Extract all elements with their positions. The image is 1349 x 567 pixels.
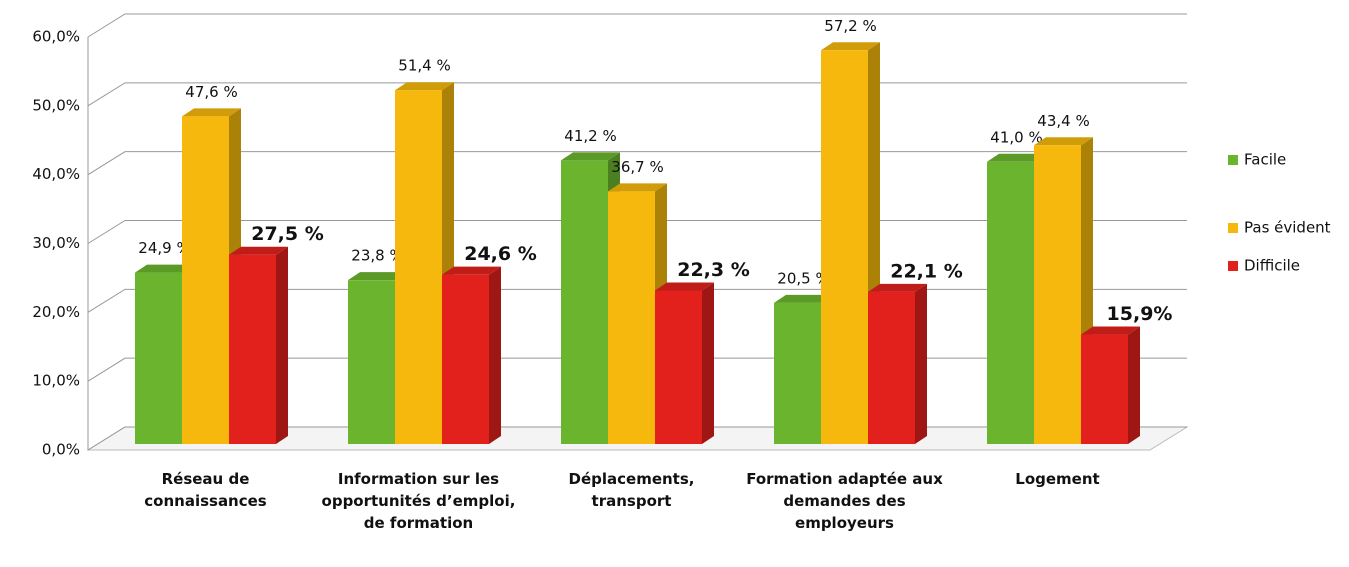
value-label: 23,8 % [351,247,403,265]
bar-top [182,108,241,117]
bar [229,254,276,444]
value-label: 20,5 % [777,269,829,287]
bar-top [442,266,501,275]
y-tick-label: 40,0% [32,165,80,183]
value-label: 22,3 % [677,259,750,281]
bar [1081,334,1128,444]
grid-line [87,13,1187,38]
bar-side [915,283,927,444]
legend-swatch [1228,223,1238,233]
bar [182,116,229,444]
value-label: 47,6 % [185,83,237,101]
x-tick-label: Logement [1015,470,1100,488]
bar-top [229,246,288,255]
bar-top [987,153,1046,162]
bar-side [1128,326,1140,444]
bar [561,160,608,444]
bar [395,90,442,445]
bar-top [1081,326,1140,335]
x-tick-label: Déplacements, transport [568,470,695,510]
bar-side [489,266,501,444]
bar [655,290,702,444]
bar [442,274,489,444]
grid-line [87,82,1187,107]
bar-top [774,294,833,303]
value-label: 51,4 % [398,57,450,75]
bar-top [655,282,714,291]
x-tick-label: Réseau de connaissances [144,470,267,510]
value-label: 15,9% [1107,303,1173,325]
y-tick-label: 60,0% [32,28,80,46]
value-label: 27,5 % [251,223,324,245]
legend-label: Difficile [1244,257,1300,275]
bar [821,50,868,444]
bar [1034,145,1081,444]
value-label: 36,7 % [611,158,663,176]
bar-top [135,264,194,273]
bar-top [1034,137,1093,146]
bar-top [348,272,407,281]
value-label: 24,6 % [464,243,537,265]
legend-label: Facile [1244,151,1286,169]
bar-top [608,183,667,192]
bar-top [395,82,454,91]
bar-side [276,246,288,444]
value-label: 43,4 % [1037,112,1089,130]
bar [348,280,395,444]
value-label: 57,2 % [824,17,876,35]
bar-side [702,282,714,444]
x-tick-label: Information sur les opportunités d’emplo… [321,470,516,532]
y-tick-label: 0,0% [42,441,80,459]
bar-top [561,152,620,161]
bar-top [868,283,927,292]
bar [608,191,655,444]
value-label: 41,2 % [564,127,616,145]
value-label: 41,0 % [990,128,1042,146]
legend-label: Pas évident [1244,219,1331,237]
bar [987,161,1034,445]
bar [868,291,915,444]
value-label: 22,1 % [890,260,963,282]
y-tick-label: 10,0% [32,372,80,390]
bar [774,302,821,444]
y-tick-label: 50,0% [32,96,80,114]
legend-swatch [1228,155,1238,165]
value-label: 24,9 % [138,239,190,257]
bar-top [821,42,880,51]
y-tick-label: 30,0% [32,234,80,252]
y-tick-label: 20,0% [32,303,80,321]
bar [135,272,182,444]
x-tick-label: Formation adaptée aux demandes des emplo… [746,470,943,532]
legend-swatch [1228,261,1238,271]
